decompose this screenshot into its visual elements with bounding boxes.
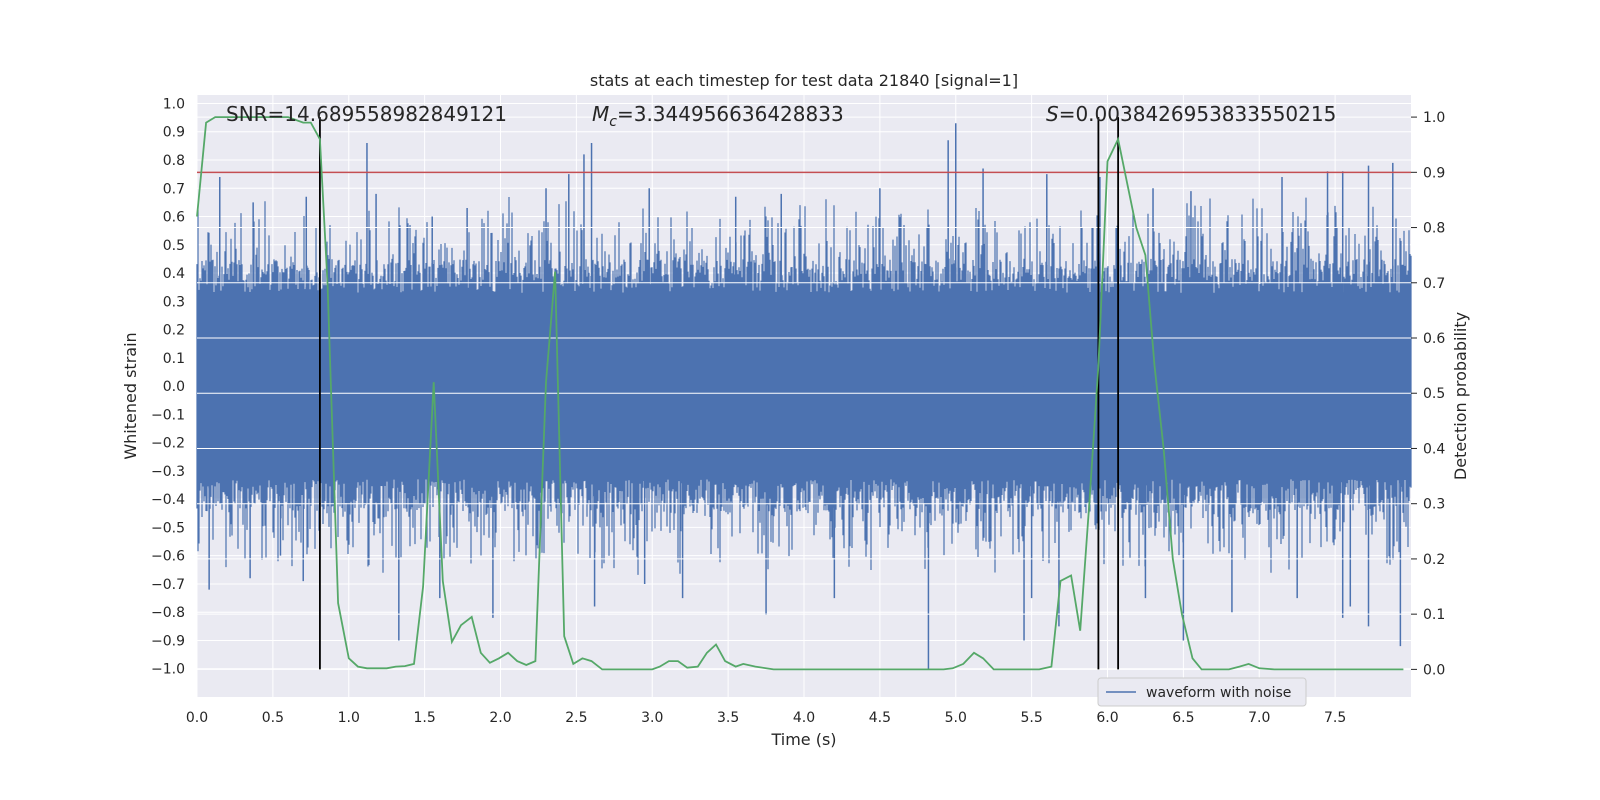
x-tick-label: 0.0 [186,710,208,726]
x-tick-label: 6.5 [1172,710,1194,726]
x-tick-label: 2.5 [565,710,587,726]
y-right-tick-label: 0.6 [1423,331,1445,347]
y-right-tick-label: 0.1 [1423,607,1445,623]
y-right-tick-label: 0.2 [1423,552,1445,568]
x-tick-label: 3.5 [717,710,739,726]
y-left-tick-label: −0.9 [151,633,185,649]
x-tick-label: 3.0 [641,710,663,726]
x-tick-label: 1.0 [338,710,360,726]
x-tick-label: 5.0 [945,710,967,726]
y-left-tick-label: 0.9 [163,125,185,141]
y-right-axis-label: Detection probability [1451,312,1470,480]
x-tick-label: 4.0 [793,710,815,726]
s-annotation: S=0.0038426953833550215 [1046,102,1336,126]
y-right-tick-label: 0.8 [1423,221,1445,237]
x-tick-label: 6.0 [1096,710,1118,726]
y-right-tick-label: 0.7 [1423,276,1445,292]
y-left-tick-label: −0.2 [151,436,185,452]
x-axis-ticks: 0.0 0.5 1.0 1.5 2.0 2.5 3.0 3.5 4.0 4.5 5.0 5.5 6.0 6… [186,710,1346,726]
y-left-tick-label: −0.5 [151,520,185,536]
y-left-tick-label: 0.5 [163,238,185,254]
x-tick-label: 4.5 [869,710,891,726]
y-left-tick-label: 1.0 [163,96,185,112]
legend: waveform with noise [1097,677,1307,707]
chirp-mass-subscript: c [609,114,617,130]
s-symbol: S [1046,102,1059,126]
waveform-series [196,123,1412,669]
overlay [196,116,1411,671]
x-axis-label: Time (s) [770,730,836,749]
y-right-tick-label: 0.3 [1423,497,1445,513]
y-right-tick-label: 1.0 [1423,110,1445,126]
y-left-axis-label: Whitened strain [121,332,140,459]
y-left-tick-label: 0.3 [163,294,185,310]
y-left-tick-label: 0.1 [163,351,185,367]
detection-probability-line [196,116,1404,671]
y-left-tick-label: −0.1 [151,407,185,423]
x-tick-label: 1.5 [413,710,435,726]
x-tick-label: 7.5 [1324,710,1346,726]
y-left-tick-label: 0.7 [163,181,185,197]
y-right-axis-ticks: 1.0 0.9 0.8 0.7 0.6 0.5 0.4 0.3 0.2 0.1 0.0 [1411,110,1445,678]
chirp-mass-value: =3.344956636428833 [617,102,844,126]
x-tick-label: 5.5 [1020,710,1042,726]
y-right-tick-label: 0.9 [1423,165,1445,181]
x-tick-label: 2.0 [489,710,511,726]
y-left-tick-label: −0.7 [151,577,185,593]
y-left-tick-label: −1.0 [151,662,185,678]
y-left-axis-ticks: 1.0 0.9 0.8 0.7 0.6 0.5 0.4 0.3 0.2 0.1 0.0 −0.1 −0.… [151,96,185,677]
y-left-tick-label: −0.6 [151,549,185,565]
y-left-tick-label: 0.2 [163,323,185,339]
x-tick-label: 7.0 [1248,710,1270,726]
chart-title: stats at each timestep for test data 218… [590,71,1018,90]
y-left-tick-label: 0.4 [163,266,185,282]
chirp-mass-annotation: Mc=3.344956636428833 [592,102,844,130]
y-left-tick-label: 0.8 [163,153,185,169]
y-left-tick-label: 0.0 [163,379,185,395]
legend-label: waveform with noise [1146,685,1291,701]
y-right-tick-label: 0.5 [1423,386,1445,402]
y-left-tick-label: −0.4 [151,492,185,508]
legend-box [1097,677,1307,707]
y-left-tick-label: 0.6 [163,210,185,226]
y-right-tick-label: 0.0 [1423,662,1445,678]
snr-annotation: SNR=14.689558982849121 [226,102,507,126]
y-right-tick-label: 0.4 [1423,441,1445,457]
y-left-tick-label: −0.8 [151,605,185,621]
s-value: =0.0038426953833550215 [1059,102,1337,126]
x-tick-label: 0.5 [262,710,284,726]
chirp-mass-symbol: M [592,102,609,126]
y-left-tick-label: −0.3 [151,464,185,480]
